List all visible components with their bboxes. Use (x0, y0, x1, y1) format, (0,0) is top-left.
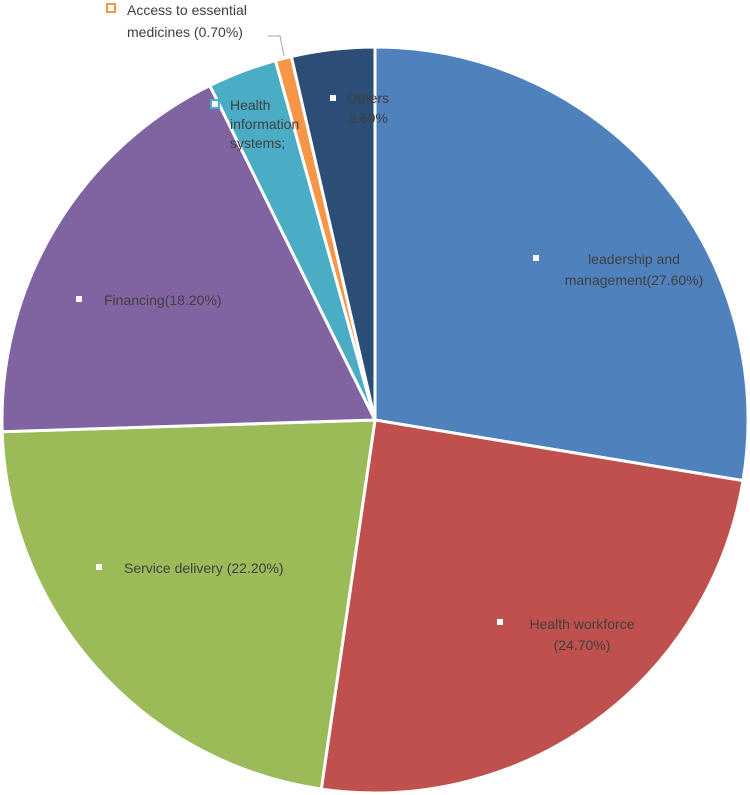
slice-labels: leadership and management(27.60%) Health w… (74, 2, 704, 653)
slice-health-workforce (319, 418, 745, 795)
leader-lines (268, 35, 285, 57)
slice-leadership-and-management (373, 45, 750, 483)
slice-financing (0, 83, 378, 434)
label-line: management(27.60%) (565, 272, 704, 288)
leader-line-access-to-essential-medicines (268, 35, 285, 57)
label-line: (24.70%) (554, 637, 611, 653)
label-financing: Financing(18.20%) (104, 292, 222, 308)
label-line: Access to essential (127, 2, 247, 18)
label-line: systems; (230, 135, 285, 151)
label-service-delivery: Service delivery (22.20%) (124, 560, 284, 576)
label-access-to-essential-medicines: Access to essential medicines (0.70%) (127, 2, 247, 40)
label-marker-service-delivery (94, 562, 104, 572)
label-health-workforce: Health workforce (24.70%) (529, 616, 634, 653)
pie-slices (0, 45, 750, 795)
label-line: Others (347, 90, 389, 106)
label-line: Service delivery (22.20%) (124, 560, 284, 576)
label-marker-access-to-essential-medicines (106, 3, 116, 13)
slice-others (289, 45, 377, 421)
label-line: leadership and (588, 251, 680, 267)
label-marker-health-workforce (495, 617, 505, 627)
label-line: medicines (0.70%) (127, 24, 243, 40)
label-health-information-systems: Health information systems; (230, 97, 299, 151)
label-marker-financing (74, 294, 84, 304)
label-line: 3.60% (348, 110, 388, 126)
label-line: Financing(18.20%) (104, 292, 222, 308)
label-line: Health workforce (529, 616, 634, 632)
label-line: information (230, 116, 299, 132)
label-marker-others (328, 93, 338, 103)
label-line: Health (230, 97, 270, 113)
slice-service-delivery (0, 418, 377, 791)
label-marker-health-information-systems (210, 99, 220, 109)
label-leadership-and-management: leadership and management(27.60%) (565, 251, 704, 288)
label-others: Others 3.60% (347, 90, 389, 126)
label-marker-leadership-and-management (531, 253, 541, 263)
